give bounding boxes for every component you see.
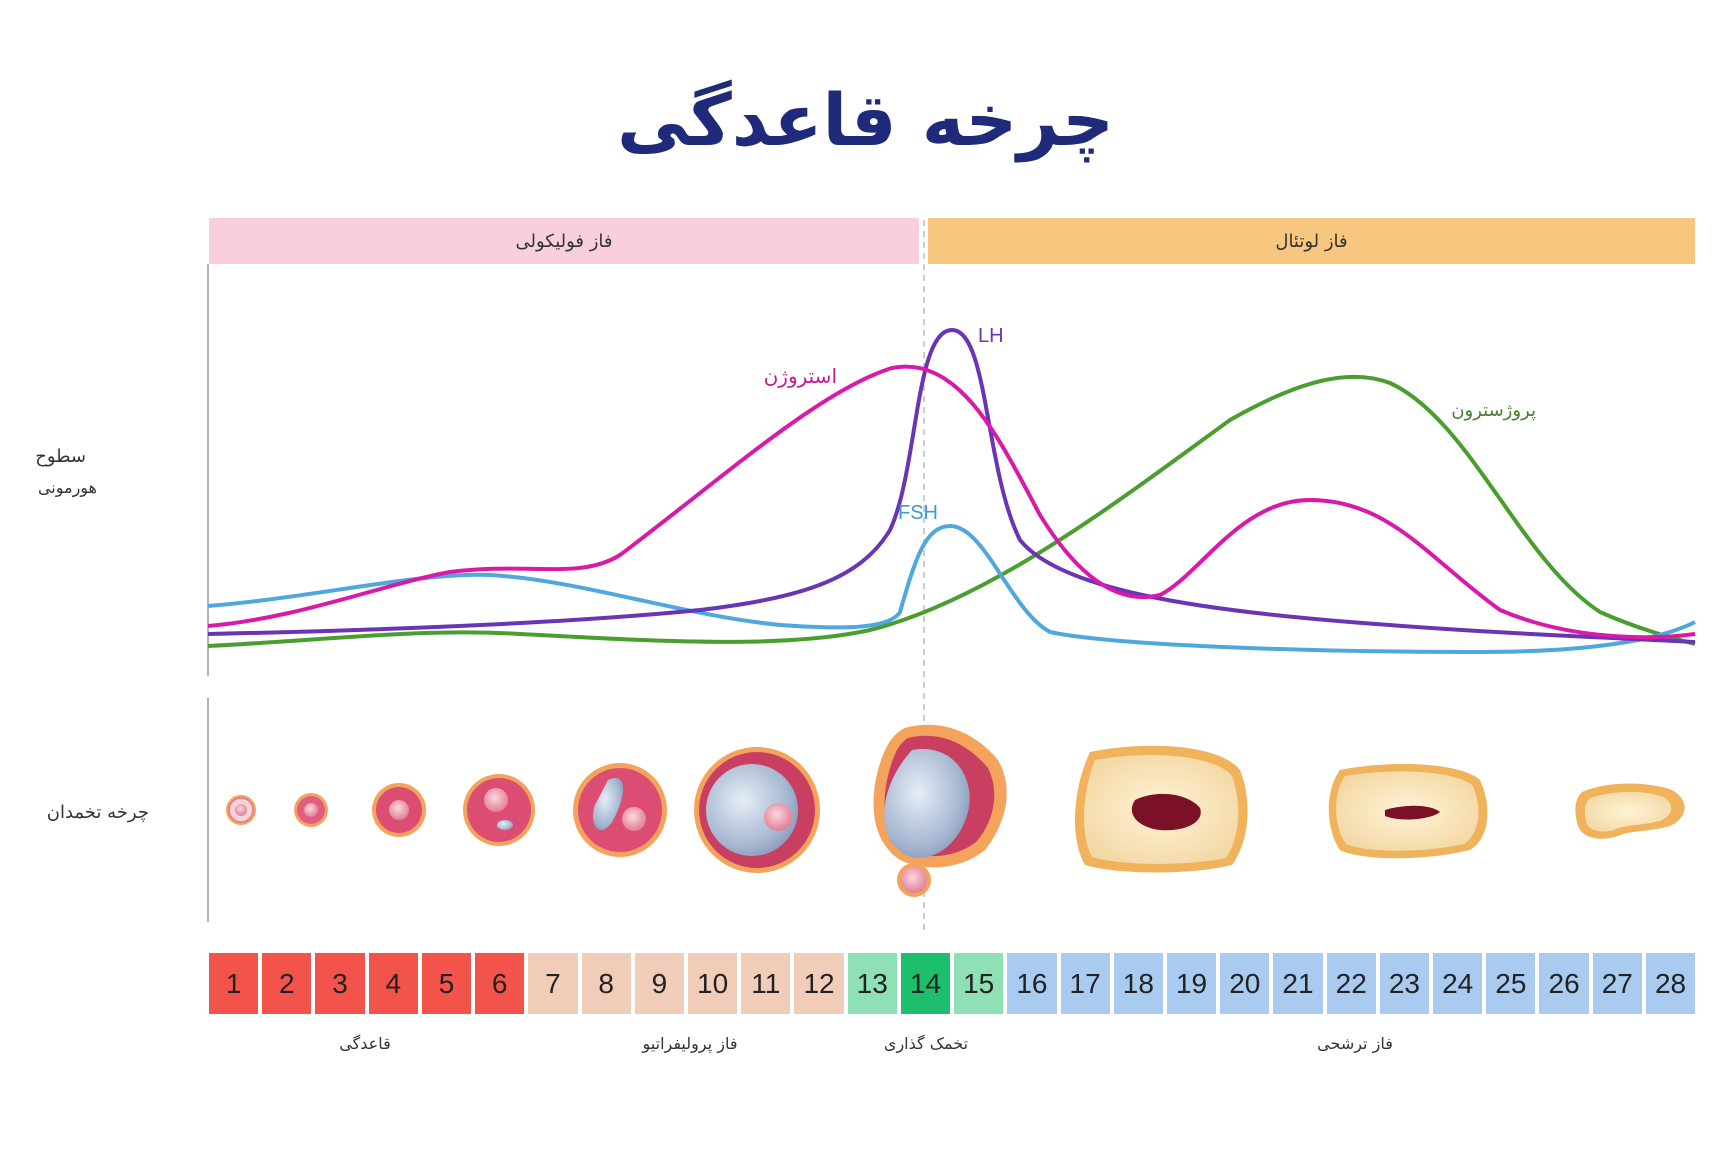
day-box: 28	[1645, 953, 1696, 1014]
day-box: 17	[1060, 953, 1110, 1014]
estrogen-label: استروژن	[764, 364, 837, 388]
ovulation-label: تخمک گذاری	[883, 1034, 969, 1053]
day-box: 8	[581, 953, 631, 1014]
day-box: 26	[1539, 953, 1589, 1014]
follicle-stage-1	[226, 795, 256, 825]
follicle-stage-2	[294, 793, 328, 827]
page-title: چرخه قاعدگی	[617, 78, 1114, 162]
day-box: 7	[528, 953, 578, 1014]
day-box: 3	[315, 953, 365, 1014]
day-box: 12	[794, 953, 844, 1014]
day-box: 22	[1326, 953, 1376, 1014]
day-box: 4	[368, 953, 418, 1014]
day-box: 19	[1166, 953, 1217, 1014]
day-box: 2	[262, 953, 312, 1014]
corpus-luteum-medium	[1328, 764, 1488, 859]
day-box: 21	[1273, 953, 1323, 1014]
hormone-levels-label-line1: سطوح	[35, 446, 86, 467]
ovarian-cycle-label: چرخه تخمدان	[46, 802, 149, 823]
estrogen-curve	[207, 364, 1696, 640]
day-box: 23	[1379, 953, 1430, 1014]
follicular-phase-band: فاز فولیکولی	[209, 218, 919, 264]
day-strip: 1 2 3 4 5 6 7 8 9 10 11 12 13 14 15 16 17 18 19 20 21 22 23 24 2…	[209, 953, 1696, 1014]
lh-curve	[207, 327, 1696, 644]
ovulating-follicle	[873, 724, 1007, 897]
follicle-stage-3	[372, 783, 426, 837]
hormone-levels-label-line2: هورمونی	[37, 478, 97, 497]
day-box: 6	[475, 953, 525, 1014]
luteal-phase-band: فاز لوتئال	[928, 218, 1695, 264]
fsh-curve	[207, 523, 1696, 655]
follicle-stage-4	[463, 774, 535, 846]
day-box: 20	[1220, 953, 1270, 1014]
day-box: 27	[1592, 953, 1642, 1014]
progesterone-label: پروژسترون	[1451, 400, 1536, 421]
day-box: 15	[954, 953, 1004, 1014]
day-box: 11	[741, 953, 791, 1014]
secretory-phase-label: فاز ترشحی	[1317, 1034, 1393, 1053]
day-box: 9	[634, 953, 684, 1014]
day-box: 18	[1113, 953, 1163, 1014]
day-box: 14	[900, 953, 951, 1014]
follicular-phase-label: فاز فولیکولی	[515, 230, 613, 252]
progesterone-curve	[207, 374, 1696, 648]
day-box: 13	[847, 953, 897, 1014]
day-box: 16	[1007, 953, 1057, 1014]
corpus-luteum-large	[1074, 745, 1248, 873]
proliferative-phase-label: فاز پرولیفراتیو	[642, 1034, 738, 1053]
follicle-stage-6	[694, 747, 820, 873]
menstruation-label: قاعدگی	[339, 1034, 391, 1053]
day-box: 25	[1486, 953, 1536, 1014]
follicle-stage-5	[573, 763, 667, 857]
day-box: 5	[421, 953, 472, 1014]
day-box: 10	[687, 953, 738, 1014]
lh-label: LH	[978, 325, 1004, 347]
luteal-phase-label: فاز لوتئال	[1275, 230, 1348, 252]
day-box: 1	[209, 953, 259, 1014]
corpus-albicans	[1575, 783, 1685, 839]
day-box: 24	[1433, 953, 1483, 1014]
fsh-label: FSH	[898, 502, 938, 524]
